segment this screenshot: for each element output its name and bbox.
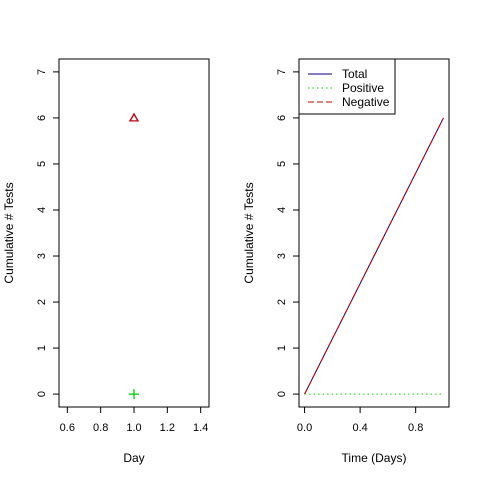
y-tick-label: 2: [36, 299, 48, 305]
x-tick-label: 1.2: [160, 422, 175, 434]
data-point-triangle: [128, 112, 140, 122]
y-tick-label: 5: [36, 161, 48, 167]
legend-label: Total: [342, 67, 367, 81]
y-tick-label: 6: [276, 115, 288, 121]
y-tick-label: 1: [276, 345, 288, 351]
y-tick-label: 0: [36, 391, 48, 397]
x-tick-label: 1.0: [126, 422, 141, 434]
y-tick-label: 1: [36, 345, 48, 351]
x-tick-label: 0.6: [60, 422, 75, 434]
y-tick-label: 3: [276, 253, 288, 259]
x-tick-label: 0.8: [93, 422, 108, 434]
data-point-plus: [129, 389, 139, 400]
y-tick-label: 4: [36, 207, 48, 213]
y-tick-label: 5: [276, 161, 288, 167]
x-axis-title: Day: [123, 451, 144, 465]
x-axis-title: Time (Days): [342, 451, 407, 465]
y-tick-label: 7: [276, 69, 288, 75]
y-tick-label: 7: [36, 69, 48, 75]
legend-label: Positive: [342, 81, 384, 95]
x-tick-label: 0.4: [352, 422, 367, 434]
y-tick-label: 0: [276, 391, 288, 397]
y-tick-label: 3: [36, 253, 48, 259]
y-tick-label: 2: [276, 299, 288, 305]
plot-frame: [58, 58, 210, 408]
y-tick-label: 4: [276, 207, 288, 213]
legend-label: Negative: [342, 95, 390, 109]
y-axis-title: Cumulative # Tests: [242, 182, 256, 283]
legend-box: [298, 58, 396, 115]
y-tick-label: 6: [36, 115, 48, 121]
panel-1: 0.6 0.8 1.0 1.2 1.4 0 1 2 3 4 5 6 7 Day Cumulative # T…: [2, 58, 210, 465]
x-tick-label: 1.4: [193, 422, 208, 434]
y-axis-title: Cumulative # Tests: [2, 182, 16, 283]
series-line-negative: [304, 117, 444, 395]
x-tick-label: 0.0: [297, 422, 312, 434]
x-tick-label: 0.8: [408, 422, 423, 434]
panel-2: 0.0 0.4 0.8 0 1 2 3 4 5 6 7 Time (Days) Cumulative #…: [242, 58, 450, 465]
